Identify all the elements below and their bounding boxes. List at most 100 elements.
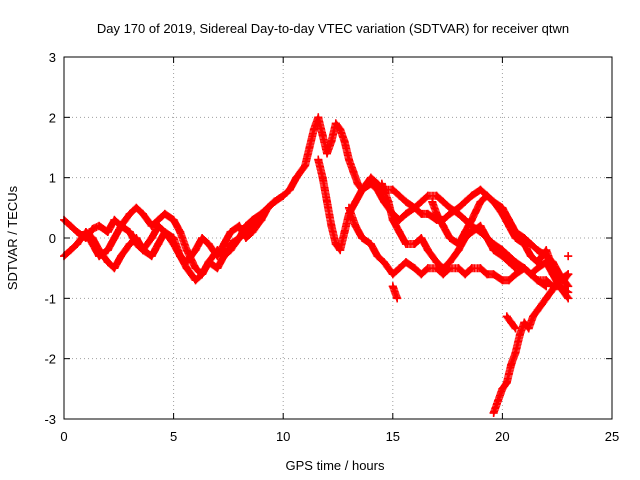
- data-point: [147, 252, 156, 261]
- series-track-10: [489, 270, 573, 417]
- data-point: [331, 119, 340, 128]
- data-point: [504, 221, 513, 230]
- series-track-7: [377, 179, 573, 303]
- data-point: [520, 318, 529, 327]
- data-point: [520, 264, 529, 273]
- data-point: [533, 306, 542, 315]
- data-point: [502, 378, 511, 387]
- data-point: [116, 252, 125, 261]
- data-point: [388, 282, 397, 291]
- data-point: [327, 221, 336, 230]
- data-point: [507, 318, 516, 327]
- data-point: [432, 258, 441, 267]
- data-point: [336, 125, 345, 134]
- data-point: [410, 264, 419, 273]
- x-tick-label: 0: [60, 429, 67, 444]
- data-point: [546, 288, 555, 297]
- data-point: [73, 240, 82, 249]
- data-point: [204, 258, 213, 267]
- data-point: [314, 155, 323, 164]
- data-point: [125, 209, 134, 218]
- data-point: [344, 155, 353, 164]
- data-point: [432, 191, 441, 200]
- y-tick-label: -2: [44, 352, 56, 367]
- data-point: [388, 215, 397, 224]
- data-point: [226, 246, 235, 255]
- data-point: [417, 234, 426, 242]
- data-point: [366, 179, 375, 188]
- data-point: [323, 149, 332, 158]
- data-point: [494, 396, 503, 405]
- data-point: [318, 131, 327, 140]
- data-point: [66, 246, 75, 255]
- data-point: [213, 264, 222, 273]
- data-point: [191, 246, 200, 255]
- data-point: [498, 384, 507, 393]
- data-point: [548, 264, 557, 273]
- data-point: [559, 276, 568, 285]
- data-point: [344, 203, 353, 212]
- data-point: [358, 234, 367, 242]
- data-point: [489, 246, 498, 255]
- data-point: [154, 221, 163, 230]
- data-point: [467, 264, 476, 273]
- data-point: [445, 203, 454, 212]
- series-track-12: [564, 252, 573, 261]
- data-point: [533, 258, 542, 267]
- data-point: [498, 209, 507, 218]
- y-tick-label: 1: [49, 171, 56, 186]
- data-point: [498, 252, 507, 261]
- data-point: [502, 312, 511, 321]
- data-point: [182, 258, 191, 267]
- data-point: [73, 227, 82, 236]
- data-point: [323, 197, 332, 206]
- y-tick-label: 3: [49, 50, 56, 65]
- data-point: [401, 197, 410, 206]
- data-point: [103, 246, 112, 255]
- x-tick-label: 25: [605, 429, 619, 444]
- data-point: [533, 276, 542, 285]
- data-point: [292, 173, 301, 182]
- data-point: [454, 209, 463, 218]
- data-point: [524, 324, 533, 333]
- data-point: [248, 227, 257, 236]
- data-point: [373, 252, 382, 261]
- data-point: [110, 215, 119, 224]
- data-point: [542, 246, 551, 255]
- data-point: [526, 252, 535, 261]
- data-point: [489, 270, 498, 279]
- data-point: [515, 330, 524, 339]
- data-point: [445, 234, 454, 242]
- data-point: [511, 324, 520, 333]
- data-point: [542, 294, 551, 303]
- data-point: [132, 203, 141, 212]
- data-point: [511, 348, 520, 357]
- series-markers: [257, 113, 573, 291]
- data-point: [263, 203, 272, 212]
- data-point: [366, 240, 375, 249]
- data-point: [257, 209, 266, 218]
- data-layer: [60, 113, 573, 417]
- data-point: [520, 240, 529, 249]
- series-track-8: [428, 191, 573, 285]
- data-point: [401, 258, 410, 267]
- data-point: [241, 234, 250, 242]
- data-point: [511, 264, 520, 273]
- data-point: [542, 282, 551, 291]
- data-point: [476, 185, 485, 194]
- data-point: [377, 179, 386, 188]
- data-point: [395, 264, 404, 273]
- data-point: [226, 227, 235, 236]
- data-point: [423, 246, 432, 255]
- data-point: [95, 221, 104, 230]
- data-point: [483, 191, 492, 200]
- data-point: [504, 276, 513, 285]
- data-point: [476, 197, 485, 206]
- series-track-4: [257, 113, 573, 291]
- data-point: [314, 113, 323, 122]
- data-point: [358, 185, 367, 194]
- data-point: [564, 294, 573, 303]
- data-point: [81, 227, 90, 236]
